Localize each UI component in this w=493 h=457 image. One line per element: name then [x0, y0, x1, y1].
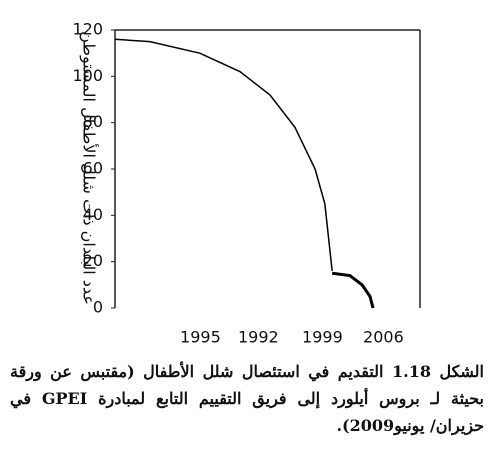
chart: عدد البلدان ذات شلل الأطفال المستوطن 0 20… [72, 20, 421, 347]
y-tick-label: 40 [83, 205, 103, 224]
x-tick-label: 2006 [363, 328, 404, 347]
y-tick-label: 80 [83, 112, 103, 131]
curve [114, 38, 333, 272]
y-tick-label: 60 [83, 159, 103, 178]
x-tick-label: 1992 [238, 328, 279, 347]
y-tick-label: 120 [72, 20, 103, 39]
y-axis-title: عدد البلدان ذات شلل الأطفال المستوطن [79, 31, 100, 305]
y-tick-label: 100 [72, 66, 103, 85]
caption: الشكل 1.18 التقديم في استئصال شلل الأطفا… [10, 362, 484, 435]
x-tick-label: 1999 [302, 328, 343, 347]
y-tick-label: 0 [93, 298, 103, 317]
curve [331, 271, 375, 309]
y-tick-label: 20 [83, 251, 103, 270]
x-tick-label: 1995 [180, 328, 221, 347]
